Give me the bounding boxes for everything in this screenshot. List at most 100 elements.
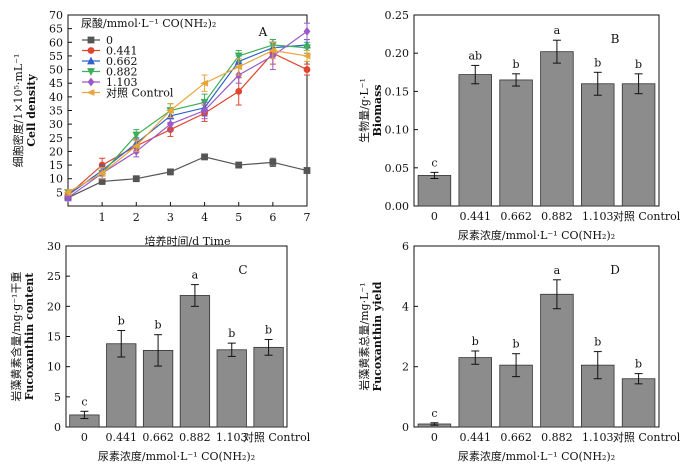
significance-letter: b (513, 58, 520, 71)
significance-letter: ab (468, 49, 482, 62)
bar (458, 357, 492, 428)
data-point (131, 142, 140, 150)
legend-marker (87, 77, 95, 87)
x-tick-label: 1.103 (582, 431, 614, 444)
y-tick-label: 50 (49, 64, 63, 77)
data-point (132, 175, 140, 183)
bar (621, 83, 656, 207)
data-point (303, 66, 311, 73)
y-axis-label-cn: 岩藻黄素总量/mg·L⁻¹ (357, 282, 371, 390)
y-tick-label: 45 (49, 77, 63, 90)
data-point (98, 178, 106, 185)
data-point (235, 161, 243, 169)
y-axis-label-en: Cell density (25, 74, 38, 147)
y-tick-label: 5 (54, 391, 61, 404)
y-tick-label: 0 (402, 421, 409, 434)
series-5 (63, 41, 311, 196)
series-line (67, 49, 308, 193)
y-tick-label: 0.15 (385, 85, 410, 98)
y-tick-label: 65 (49, 23, 63, 36)
bar (499, 79, 533, 207)
y-tick-label: 0.10 (385, 124, 410, 137)
panel-label: A (258, 25, 268, 39)
x-tick-label: 3 (167, 211, 174, 224)
x-tick-label: 1.103 (216, 431, 248, 444)
legend-marker (86, 89, 95, 96)
y-tick-label: 60 (49, 36, 63, 49)
y-tick-label: 35 (49, 105, 63, 118)
data-point (97, 169, 106, 177)
data-point (269, 158, 277, 166)
panel-b-bar-chart: 0.000.050.100.150.200.25c0ab0.441b0.662a… (357, 9, 681, 242)
bar (106, 343, 137, 428)
bar (540, 51, 574, 207)
data-point (303, 26, 311, 36)
panel-label: C (238, 263, 247, 277)
x-tick-label: 0.662 (142, 431, 174, 444)
x-tick-label: 0.441 (106, 431, 138, 444)
legend-entry: 对照 Control (106, 86, 174, 100)
x-tick-label: 对照 Control (613, 430, 681, 444)
y-tick-label: 10 (47, 361, 61, 374)
x-tick-label: 0 (81, 431, 88, 444)
legend-marker (87, 36, 95, 44)
series-line (67, 44, 308, 193)
bar (458, 74, 492, 207)
y-axis-label-en: Fucoxanthin yield (371, 281, 384, 391)
y-tick-label: 0.05 (385, 162, 410, 175)
panel-label: D (610, 263, 620, 277)
y-tick-label: 25 (47, 270, 61, 283)
y-axis-label-cn: 岩藻黄素含量/mg·g⁻¹干重 (9, 272, 23, 402)
significance-letter: b (228, 327, 235, 340)
plot-frame (413, 245, 660, 428)
series-line (67, 156, 308, 199)
plot-frame (413, 14, 660, 207)
y-tick-label: 15 (49, 159, 63, 172)
x-axis-label: 尿素浓度/mmol·L⁻¹ CO(NH₂)₂ (458, 228, 615, 242)
bar (216, 349, 247, 428)
y-tick-label: 5 (56, 186, 63, 199)
data-point (234, 63, 243, 71)
significance-letter: c (431, 407, 437, 420)
y-tick-label: 15 (47, 331, 61, 344)
y-axis-label-cn: 细胞密度/1×10⁵·mL⁻¹ (11, 54, 25, 168)
bar (540, 293, 574, 428)
data-point (303, 167, 311, 174)
legend-entry: 1.103 (106, 76, 138, 89)
data-point (132, 131, 141, 140)
significance-letter: a (554, 24, 561, 37)
x-tick-label: 0 (431, 210, 438, 223)
x-tick-label: 0.882 (179, 431, 211, 444)
panel-c-bar-chart: 0 5 10 15 20 25 30 c 0 b 0.441 b 0.662 a 0.882 b 1.103 b 对… (9, 240, 311, 463)
data-point (303, 44, 311, 53)
y-tick-label: 20 (47, 300, 61, 313)
x-tick-label: 0.882 (541, 431, 573, 444)
y-tick-label: 55 (49, 50, 63, 63)
x-tick-label: 5 (235, 211, 242, 224)
data-point (167, 168, 174, 176)
data-point (302, 52, 311, 60)
data-point (268, 47, 277, 54)
y-tick-label: 6 (402, 240, 409, 253)
legend-entry: 0.882 (106, 66, 138, 79)
significance-letter: b (513, 338, 520, 351)
y-tick-label: 0.00 (385, 200, 410, 213)
panel-label: B (611, 32, 620, 46)
bar (179, 295, 211, 428)
significance-letter: c (431, 156, 437, 169)
significance-letter: b (118, 314, 125, 327)
data-point (201, 106, 208, 115)
x-tick-label: 0.662 (500, 431, 532, 444)
bar (581, 83, 615, 207)
x-tick-label: 0.882 (541, 210, 573, 223)
y-tick-label: 30 (47, 240, 61, 253)
significance-letter: a (554, 264, 561, 277)
x-axis-label: 尿素浓度/mmol·L⁻¹ CO(NH₂)₂ (458, 449, 615, 463)
bar (621, 378, 656, 428)
x-tick-label: 2 (133, 211, 140, 224)
y-tick-label: 10 (49, 173, 63, 186)
data-point (167, 119, 174, 129)
y-tick-label: 70 (49, 9, 63, 22)
x-tick-label: 1 (99, 211, 106, 224)
